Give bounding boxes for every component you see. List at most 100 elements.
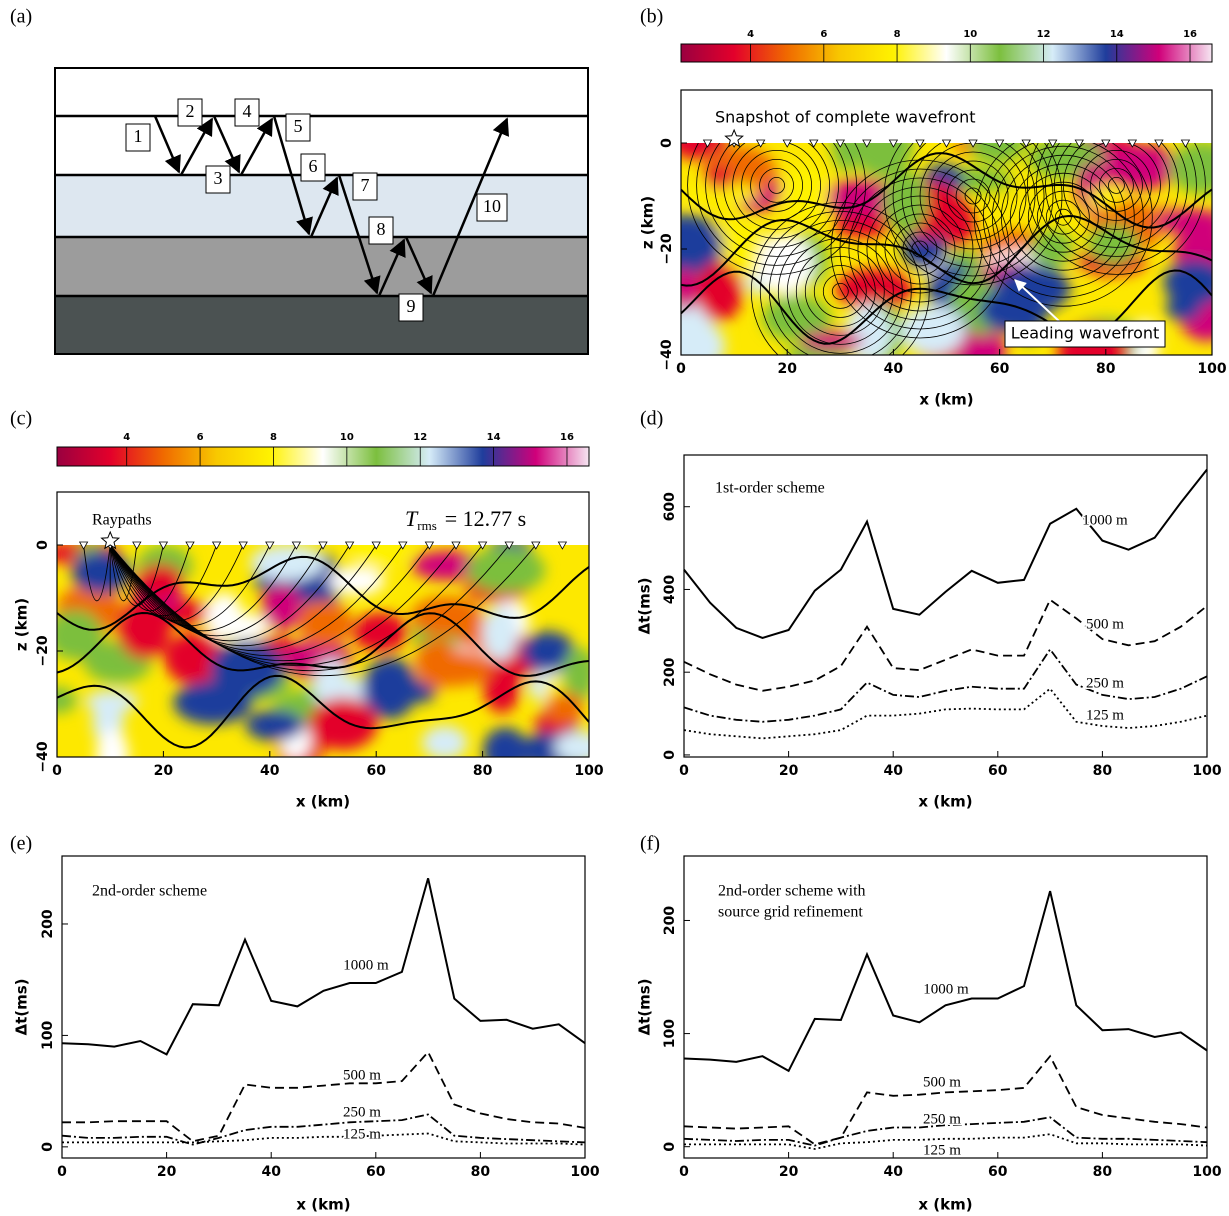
series-label: 250 m xyxy=(1086,675,1124,691)
x-tick-label: 20 xyxy=(779,763,799,779)
blob xyxy=(482,605,518,661)
blob xyxy=(1087,223,1139,265)
series-label: 500 m xyxy=(923,1074,961,1090)
wavefront xyxy=(1009,163,1117,271)
wavefront xyxy=(795,246,885,336)
ray xyxy=(109,545,138,601)
y-tick-label: −40 xyxy=(35,741,51,772)
wavefront xyxy=(902,231,938,267)
receiver xyxy=(318,541,328,550)
wavefront xyxy=(919,143,1027,250)
wavefront xyxy=(1036,190,1090,244)
colorbar-tick-label: 10 xyxy=(963,29,977,40)
field-top xyxy=(57,492,589,545)
wavefront xyxy=(696,143,857,266)
x-tick-label: 60 xyxy=(366,763,386,779)
receiver xyxy=(1127,139,1138,148)
layer xyxy=(55,175,588,237)
wavefront xyxy=(857,186,983,312)
panel-label: (c) xyxy=(10,408,32,430)
blob xyxy=(415,638,460,689)
x-tick-label: 80 xyxy=(471,1164,491,1180)
receiver xyxy=(291,541,302,550)
y-axis-title: z (km) xyxy=(639,196,657,249)
x-tick-label: 40 xyxy=(884,361,904,377)
blob xyxy=(84,690,139,713)
series-label: 1000 m xyxy=(343,957,389,973)
field xyxy=(681,143,1212,355)
series-line xyxy=(683,1116,1208,1147)
receiver xyxy=(504,541,514,550)
x-axis-title: x (km) xyxy=(918,793,972,811)
field-top xyxy=(681,90,1212,143)
series-label: 1000 m xyxy=(923,981,969,997)
blob xyxy=(328,566,385,596)
wavefront xyxy=(687,143,866,275)
wavefront xyxy=(893,222,947,276)
series-label: 250 m xyxy=(923,1111,961,1127)
blob xyxy=(521,631,575,672)
x-tick-label: 40 xyxy=(883,763,903,779)
series-line xyxy=(683,1054,1208,1146)
ray xyxy=(109,545,430,657)
receiver xyxy=(477,541,488,550)
receiver xyxy=(1048,139,1058,148)
blob xyxy=(137,564,184,598)
ray xyxy=(109,545,483,667)
receiver xyxy=(1074,139,1084,148)
x-tick-label: 40 xyxy=(261,1164,281,1180)
ray xyxy=(83,545,111,601)
ray xyxy=(109,545,404,651)
blob xyxy=(994,264,1071,314)
wavefront xyxy=(955,178,991,214)
ray-label: 2 xyxy=(186,101,195,121)
plot-frame xyxy=(680,89,1213,356)
series-line xyxy=(683,598,1208,692)
receiver xyxy=(158,541,169,550)
stat-subscript: rms xyxy=(417,518,437,533)
wavefront xyxy=(991,145,1135,289)
layer xyxy=(55,237,588,296)
blob xyxy=(482,727,528,757)
wavefront xyxy=(901,143,1045,268)
wavefront xyxy=(831,282,849,300)
x-tick-label: 100 xyxy=(570,1164,599,1180)
colorbar-tick-label: 10 xyxy=(340,432,354,443)
x-axis-title: x (km) xyxy=(296,793,350,811)
blob xyxy=(298,601,353,646)
blob xyxy=(544,692,586,724)
wavefront xyxy=(1018,172,1108,262)
plot-frame xyxy=(683,855,1208,1159)
wavefront xyxy=(768,220,912,355)
receiver xyxy=(941,139,952,148)
stat-value: = 12.77 s xyxy=(445,506,526,531)
annotation: 2nd-order scheme xyxy=(92,883,207,900)
ray-label: 5 xyxy=(294,116,303,136)
wavefront xyxy=(714,143,839,248)
receiver xyxy=(809,139,819,148)
series-label: 250 m xyxy=(343,1104,381,1120)
series-line xyxy=(62,1050,586,1143)
ray-label: 6 xyxy=(309,156,318,176)
blob xyxy=(96,728,129,757)
wavefront xyxy=(1036,143,1197,266)
colorbar-tick-label: 4 xyxy=(123,432,130,443)
layer xyxy=(55,296,588,354)
receiver xyxy=(1101,139,1111,148)
interface xyxy=(681,214,1212,287)
ray-label: 7 xyxy=(361,175,370,195)
wavefront xyxy=(883,143,1063,286)
receiver xyxy=(398,541,408,550)
colorbar xyxy=(56,446,590,467)
wavefront xyxy=(911,240,929,258)
blob xyxy=(217,613,270,641)
blob xyxy=(164,632,226,685)
y-tick-label: 0 xyxy=(662,1142,678,1152)
wavefront xyxy=(786,237,894,345)
x-tick-label: 100 xyxy=(1197,361,1226,377)
field xyxy=(57,545,589,757)
annotation: Leading wavefront xyxy=(1011,324,1160,343)
x-axis-title: x (km) xyxy=(918,1196,972,1214)
receiver xyxy=(994,139,1005,148)
panel-label: (f) xyxy=(640,833,660,855)
